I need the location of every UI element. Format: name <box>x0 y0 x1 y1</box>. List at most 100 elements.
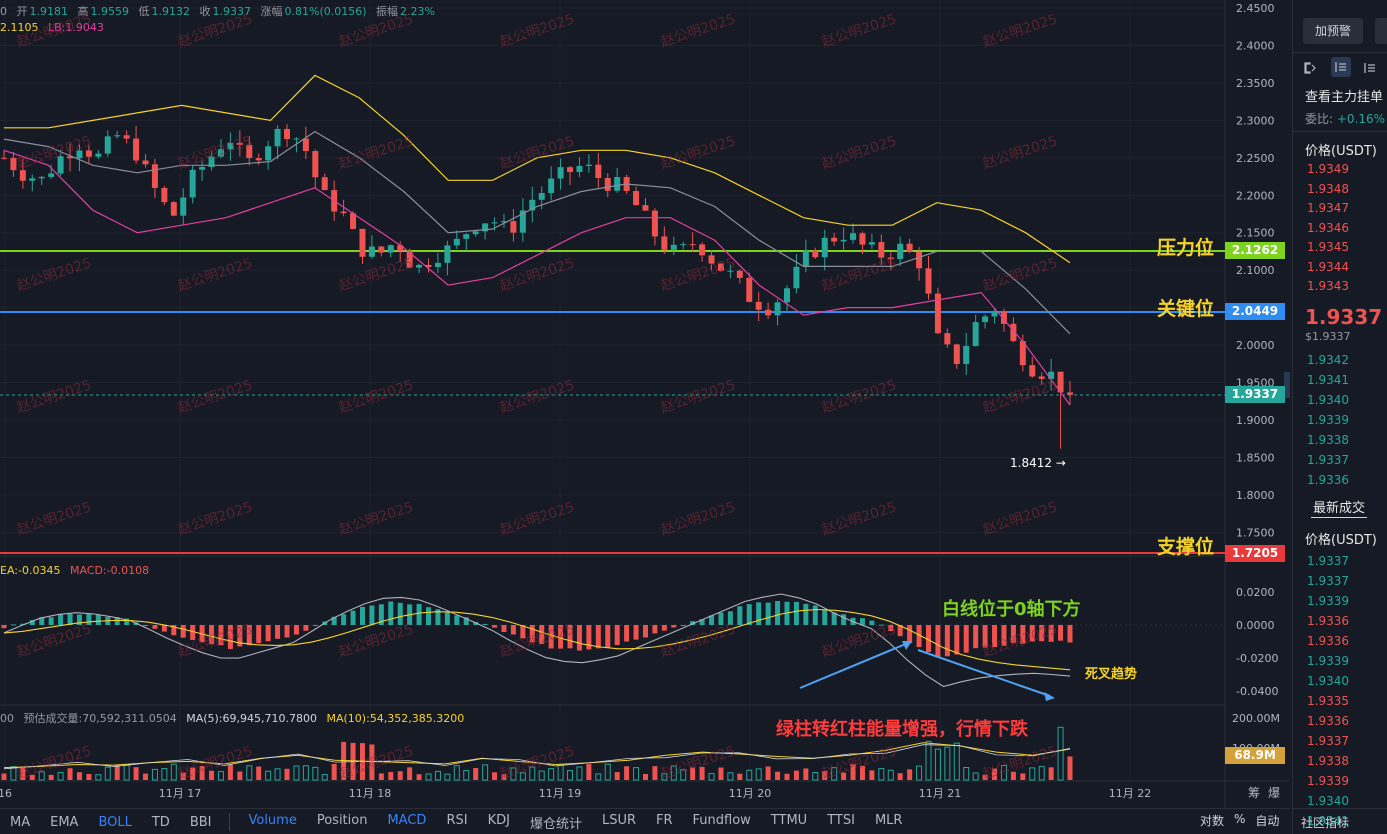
macd-tick-label: 0.0200 <box>1236 586 1275 599</box>
volume-bar <box>1057 726 1064 781</box>
macd-histogram-bar <box>869 620 875 625</box>
trades-title-underline <box>1311 517 1367 518</box>
tab-ma[interactable]: MA <box>10 814 31 830</box>
candle-body <box>368 246 375 257</box>
candle-body <box>868 242 875 245</box>
tab-6[interactable]: LSUR <box>601 812 636 828</box>
candle-body <box>661 236 668 250</box>
candle-body <box>406 250 413 268</box>
volume-bar <box>388 771 394 780</box>
tab-0[interactable]: Volume <box>248 812 297 828</box>
macd-histogram-bar <box>416 604 422 625</box>
chart-canvas[interactable]: 2.4500 2.4000 2.3500 2.3000 2.2500 2.2000 2.15… <box>0 0 1290 808</box>
macd-histogram-bar <box>944 625 950 657</box>
volume-bar <box>1048 767 1054 780</box>
candle-body <box>378 246 385 253</box>
macd-histogram-bar <box>1010 625 1016 643</box>
price-tick-label: 2.2500 <box>1236 152 1275 165</box>
ohlc-header: 0 开 1.9181 高 1.9559 低 1.9132 收 1.9337 涨幅 0.81… <box>0 5 435 18</box>
candle-body <box>831 237 838 242</box>
candle-body <box>1019 341 1026 366</box>
macd-histogram-bar <box>124 618 130 625</box>
volume-bar <box>746 769 753 781</box>
key-level-price-tag: 2.0449 <box>1225 303 1285 320</box>
candle-body <box>10 157 17 171</box>
volume-bar <box>661 773 668 781</box>
community-indicators-tab[interactable]: 社区指标 <box>1301 815 1350 830</box>
bids-view-icon[interactable] <box>1363 60 1377 74</box>
liquidation-icon[interactable]: 爆 <box>1268 786 1281 800</box>
volume-bar <box>57 772 64 781</box>
volume-bar <box>822 771 828 780</box>
trade-price: 1.9337 <box>1307 554 1349 568</box>
more-button[interactable] <box>1375 18 1387 44</box>
percent-scale-toggle[interactable]: % <box>1234 812 1246 826</box>
macd-histogram-bar <box>246 625 252 646</box>
trend-arrow-up <box>799 642 909 689</box>
macd-histogram-bar <box>237 625 243 647</box>
volume-bar <box>284 768 290 780</box>
macd-histogram-bar <box>539 625 545 645</box>
volume-bar <box>1067 756 1073 780</box>
macd-histogram-bar <box>633 625 639 640</box>
volume-bar <box>1029 767 1036 781</box>
macd-histogram-bar <box>331 616 337 625</box>
macd-histogram-bar <box>303 625 309 631</box>
tab-8[interactable]: Fundflow <box>692 812 751 828</box>
candle-body <box>1067 392 1073 395</box>
tab-1[interactable]: Position <box>316 812 368 828</box>
log-scale-toggle[interactable]: 对数 <box>1200 814 1225 828</box>
scale-options: 对数 % 自动 <box>1200 812 1279 829</box>
tab-2[interactable]: MACD <box>387 812 427 828</box>
trade-price: 1.9336 <box>1307 714 1349 728</box>
tab-11[interactable]: MLR <box>874 812 903 828</box>
candle-body <box>783 288 790 303</box>
tab-10[interactable]: TTSI <box>827 812 855 828</box>
trades-title[interactable]: 最新成交 <box>1313 501 1366 516</box>
bid-price: 1.9339 <box>1307 413 1349 427</box>
arrow-head <box>902 641 912 650</box>
macd-histogram-bar <box>482 623 488 625</box>
candle-body <box>312 151 319 178</box>
tab-ema[interactable]: EMA <box>50 814 79 830</box>
volume-bar <box>1010 771 1016 780</box>
tab-9[interactable]: TTMU <box>770 812 808 828</box>
macd-histogram-bar <box>586 625 592 650</box>
candle-body <box>934 293 941 334</box>
tab-5[interactable]: 爆仓统计 <box>529 816 582 832</box>
ask-price: 1.9347 <box>1307 201 1349 215</box>
tab-td[interactable]: TD <box>151 814 170 830</box>
macd-histogram-bar <box>227 625 233 650</box>
bid-price: 1.9337 <box>1307 453 1349 467</box>
volume-bar <box>529 766 536 781</box>
view-main-orders-link[interactable]: 查看主力挂单 <box>1305 90 1384 105</box>
macd-histogram-bar <box>775 601 781 625</box>
macd-histogram-bar <box>1067 625 1073 643</box>
auto-scale-toggle[interactable]: 自动 <box>1255 814 1280 828</box>
macd-histogram-bar <box>86 613 92 625</box>
boll-middle-line <box>3 130 1071 335</box>
book-view-icon[interactable] <box>1331 57 1351 77</box>
candle-body <box>651 210 658 237</box>
volume-bar <box>48 774 54 780</box>
volume-annotation: 绿柱转红柱能量增强，行情下跌 <box>776 719 1028 740</box>
tab-4[interactable]: KDJ <box>487 812 510 828</box>
candle-body <box>925 268 932 294</box>
tab-7[interactable]: FR <box>656 812 673 828</box>
tab-boll[interactable]: BOLL <box>98 814 132 830</box>
candle-body <box>434 262 441 267</box>
volume-bar <box>293 765 300 781</box>
last-price-usd: $1.9337 <box>1305 330 1351 343</box>
volume-bar <box>217 771 224 781</box>
layout-icon[interactable] <box>1303 60 1317 74</box>
volume-bar <box>878 768 885 781</box>
chart-area[interactable]: 2.4500 2.4000 2.3500 2.3000 2.2500 2.2000 2.15… <box>0 0 1290 808</box>
price-tick-label: 1.9000 <box>1236 414 1275 427</box>
tab-bbi[interactable]: BBI <box>189 814 212 830</box>
tab-3[interactable]: RSI <box>446 812 468 828</box>
volume-bar <box>624 766 630 780</box>
chip-icon[interactable]: 筹 <box>1248 786 1261 800</box>
add-alert-button[interactable]: 加预警 <box>1303 18 1363 44</box>
volume-price-tag: 68.9M <box>1225 747 1285 764</box>
candle-body <box>972 322 979 346</box>
